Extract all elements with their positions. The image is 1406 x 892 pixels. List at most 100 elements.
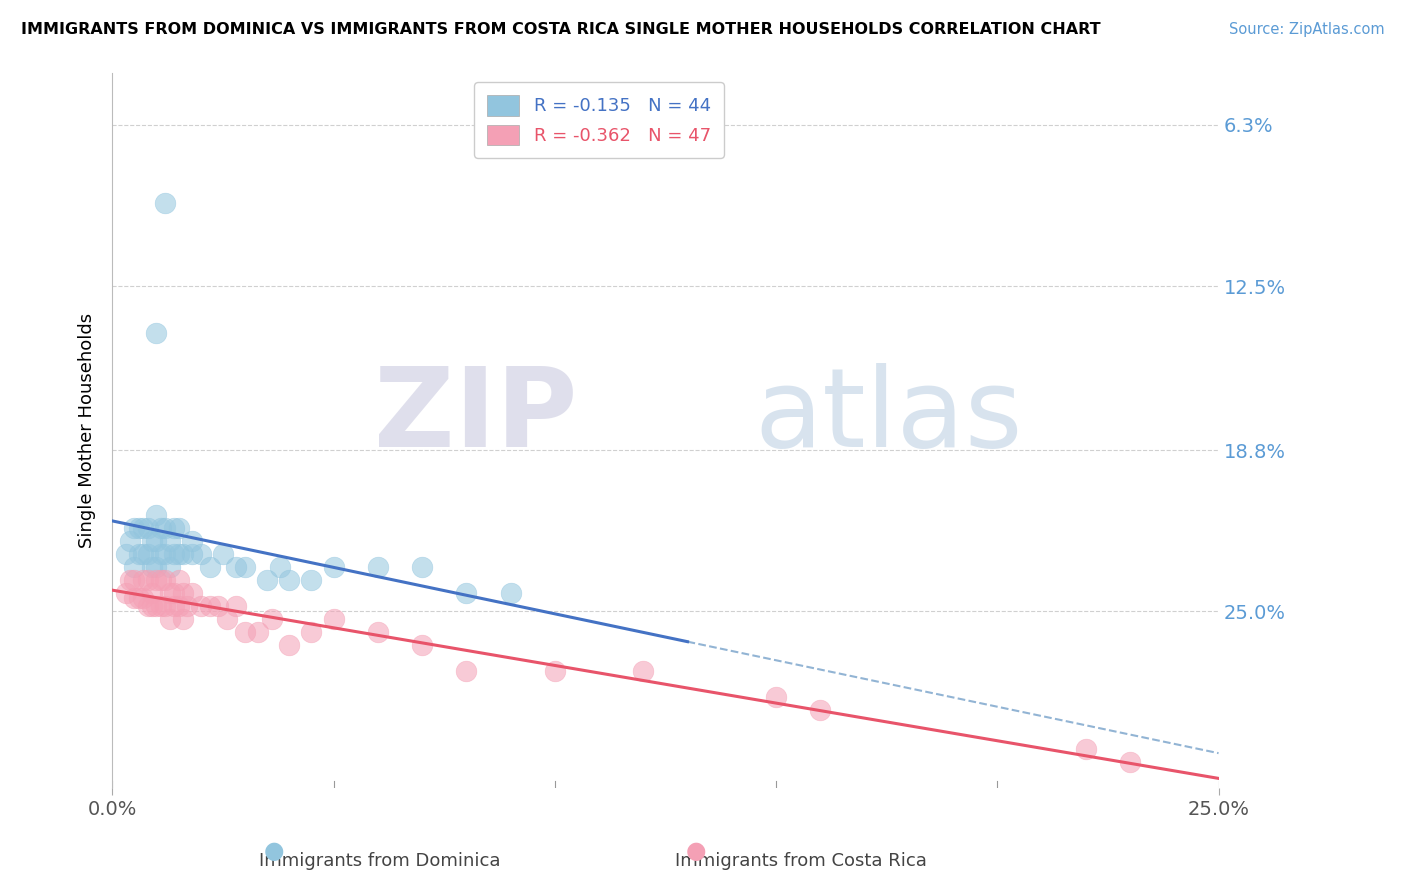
Point [322,612,344,626]
Point [633,664,655,678]
Point [124,521,146,535]
Point [456,586,478,600]
Point [167,547,190,561]
Point [163,521,186,535]
Point [411,560,433,574]
Point [155,521,177,535]
Point [1074,742,1097,756]
Point [207,599,229,614]
Point [136,521,159,535]
Point [136,573,159,587]
Point [167,573,190,587]
Point [149,547,172,561]
Text: IMMIGRANTS FROM DOMINICA VS IMMIGRANTS FROM COSTA RICA SINGLE MOTHER HOUSEHOLDS : IMMIGRANTS FROM DOMINICA VS IMMIGRANTS F… [21,22,1101,37]
Point [1119,755,1142,769]
Point [141,560,163,574]
Point [132,573,155,587]
Point [299,625,322,640]
Point [367,625,389,640]
Point [269,560,291,574]
Point [155,573,177,587]
Point [128,591,150,606]
Point [172,586,194,600]
Point [176,599,198,614]
Point [149,521,172,535]
Point [163,599,186,614]
Point [225,560,247,574]
Point [145,508,167,522]
Point [278,573,301,587]
Point [145,534,167,549]
Point [299,573,322,587]
Legend: R = -0.135   N = 44, R = -0.362   N = 47: R = -0.135 N = 44, R = -0.362 N = 47 [474,82,724,158]
Point [114,586,136,600]
Point [367,560,389,574]
Point [145,573,167,587]
Point [180,534,202,549]
Point [132,521,155,535]
Point [141,534,163,549]
Point [132,591,155,606]
Point [124,560,146,574]
Point [172,612,194,626]
Point [233,560,256,574]
Text: ●: ● [686,839,706,863]
Point [145,599,167,614]
Point [124,591,146,606]
Point [217,612,239,626]
Point [124,573,146,587]
Point [278,638,301,652]
Point [172,547,194,561]
Point [322,560,344,574]
Text: Immigrants from Dominica: Immigrants from Dominica [259,852,501,870]
Point [149,599,172,614]
Text: atlas: atlas [754,363,1022,470]
Y-axis label: Single Mother Households: Single Mother Households [79,313,96,549]
Point [190,547,212,561]
Point [136,599,159,614]
Point [159,560,181,574]
Point [118,573,141,587]
Point [114,547,136,561]
Point [212,547,235,561]
Point [180,586,202,600]
Point [163,586,186,600]
Point [149,573,172,587]
Point [180,547,202,561]
Point [159,612,181,626]
Point [141,586,163,600]
Point [411,638,433,652]
Text: ●: ● [264,839,284,863]
Point [141,599,163,614]
Point [225,599,247,614]
Point [198,560,221,574]
Point [247,625,270,640]
Point [118,534,141,549]
Point [190,599,212,614]
Point [233,625,256,640]
Point [167,599,190,614]
Text: Immigrants from Costa Rica: Immigrants from Costa Rica [675,852,928,870]
Point [155,196,177,211]
Point [765,690,787,705]
Text: Source: ZipAtlas.com: Source: ZipAtlas.com [1229,22,1385,37]
Point [145,326,167,340]
Point [499,586,522,600]
Point [155,547,177,561]
Point [155,599,177,614]
Point [808,703,831,717]
Text: ZIP: ZIP [374,363,576,470]
Point [128,547,150,561]
Point [260,612,283,626]
Point [163,547,186,561]
Point [544,664,567,678]
Point [128,521,150,535]
Point [159,586,181,600]
Point [256,573,278,587]
Point [132,547,155,561]
Point [456,664,478,678]
Point [167,521,190,535]
Point [159,534,181,549]
Point [198,599,221,614]
Point [145,560,167,574]
